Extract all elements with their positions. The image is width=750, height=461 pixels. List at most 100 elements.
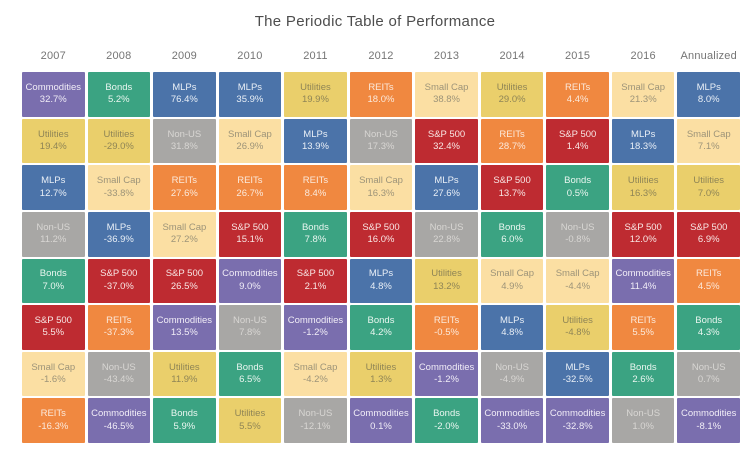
cell-asset-label: Non-US [36, 221, 71, 233]
cell-asset-label: S&P 500 [231, 221, 269, 233]
cell-return-value: 5.5% [632, 327, 654, 339]
cell-return-value: 2.1% [304, 280, 327, 292]
cell-return-value: 9.0% [239, 280, 261, 292]
cell-return-value: 4.2% [370, 327, 392, 339]
performance-cell: Bonds 6.5% [218, 351, 282, 397]
performance-cell: Utilities 19.9% [284, 72, 347, 117]
performance-cell: Small Cap 38.8% [415, 72, 478, 117]
column-header: 2007 [40, 50, 66, 62]
column-header: 2008 [106, 50, 132, 62]
cell-return-value: 15.1% [236, 234, 264, 246]
cell-asset-label: Bonds [170, 408, 198, 420]
performance-cell: MLPs 4.8% [480, 305, 544, 350]
cell-asset-label: Small Cap [555, 268, 600, 280]
performance-cell: S&P 500 16.0% [349, 211, 413, 257]
cell-return-value: 2.6% [632, 374, 654, 386]
cell-asset-label: Commodities [418, 361, 475, 373]
performance-cell: Small Cap 16.3% [349, 165, 413, 210]
performance-cell: Commodities 32.7% [22, 72, 85, 117]
cell-return-value: 4.9% [501, 280, 523, 292]
performance-cell: MLPs 12.7% [22, 165, 85, 210]
performance-cell: Utilities 7.0% [677, 165, 740, 210]
cell-asset-label: REITs [499, 128, 525, 140]
performance-cell: Commodities -32.8% [546, 398, 609, 443]
cell-asset-label: S&P 500 [100, 268, 138, 280]
cell-asset-label: Small Cap [359, 175, 403, 187]
cell-asset-label: Commodities [25, 81, 81, 93]
performance-cell: MLPs 27.6% [415, 165, 478, 210]
cell-asset-label: Utilities [37, 128, 69, 140]
performance-cell: Small Cap 7.1% [677, 118, 740, 164]
cell-asset-label: Small Cap [293, 361, 338, 373]
performance-cell: REITs -16.3% [22, 398, 85, 443]
cell-asset-label: REITs [237, 175, 263, 187]
cell-asset-label: MLPs [303, 128, 328, 140]
cell-return-value: 1.4% [566, 140, 589, 152]
cell-return-value: 26.5% [170, 280, 198, 292]
performance-cell: MLPs -32.5% [546, 351, 609, 397]
performance-cell: Commodities 9.0% [218, 258, 282, 304]
column-header: 2015 [564, 50, 591, 62]
cell-asset-label: MLPs [172, 81, 197, 93]
performance-cell: Non-US -0.8% [546, 211, 609, 257]
performance-cell: MLPs 35.9% [218, 72, 282, 117]
performance-cell: Commodities -1.2% [415, 351, 478, 397]
cell-return-value: 35.9% [236, 94, 264, 106]
cell-asset-label: Bonds [695, 315, 723, 327]
cell-return-value: 21.3% [629, 94, 657, 106]
cell-asset-label: Small Cap [227, 128, 272, 140]
cell-return-value: 6.0% [501, 234, 523, 246]
cell-asset-label: Utilities [496, 81, 528, 93]
performance-cell: Non-US -43.4% [87, 351, 151, 397]
cell-asset-label: Utilities [562, 315, 593, 327]
cell-return-value: -4.8% [565, 327, 591, 339]
performance-cell: Commodities 0.1% [349, 398, 413, 443]
cell-return-value: -43.4% [103, 374, 134, 386]
cell-return-value: 5.5% [42, 327, 65, 339]
performance-cell: Small Cap 4.9% [480, 258, 544, 304]
cell-asset-label: Non-US [298, 408, 333, 420]
cell-return-value: 6.9% [697, 234, 720, 246]
performance-cell: Bonds -2.0% [415, 398, 478, 443]
performance-cell: S&P 500 26.5% [153, 258, 216, 304]
cell-return-value: 26.9% [236, 140, 264, 152]
cell-return-value: 5.9% [173, 420, 196, 432]
cell-asset-label: Non-US [560, 221, 595, 233]
cell-return-value: -46.5% [103, 420, 134, 432]
cell-return-value: 16.3% [367, 187, 395, 199]
cell-asset-label: Commodities [681, 408, 737, 420]
cell-asset-label: Bonds [301, 221, 329, 233]
cell-asset-label: REITs [630, 315, 656, 327]
performance-cell: REITs 4.4% [546, 72, 609, 117]
performance-cell: S&P 500 12.0% [611, 211, 675, 257]
performance-cell: Bonds 2.6% [611, 351, 675, 397]
cell-return-value: 16.0% [367, 234, 395, 246]
cell-return-value: 13.7% [498, 187, 526, 199]
cell-return-value: -2.0% [434, 420, 459, 432]
cell-asset-label: S&P 500 [493, 175, 531, 187]
cell-asset-label: Small Cap [31, 361, 76, 373]
cell-return-value: 28.7% [498, 140, 526, 152]
cell-return-value: 17.3% [367, 140, 395, 152]
cell-return-value: -4.4% [565, 280, 591, 292]
cell-return-value: -0.5% [434, 327, 459, 339]
performance-cell: S&P 500 32.4% [415, 118, 478, 164]
cell-return-value: -29.0% [103, 140, 134, 152]
cell-return-value: -16.3% [38, 420, 69, 432]
cell-return-value: -37.3% [103, 327, 134, 339]
performance-cell: REITs 27.6% [153, 165, 216, 210]
performance-cell: S&P 500 13.7% [480, 165, 544, 210]
cell-return-value: -33.8% [103, 187, 134, 199]
performance-cell: Bonds 5.2% [87, 72, 151, 117]
cell-return-value: -8.1% [696, 420, 722, 432]
cell-return-value: -1.6% [40, 374, 66, 386]
cell-return-value: 1.0% [632, 420, 654, 432]
performance-cell: Commodities 11.4% [611, 258, 675, 304]
cell-asset-label: MLPs [499, 315, 525, 327]
performance-cell: Small Cap -4.4% [546, 258, 609, 304]
cell-asset-label: Commodities [91, 408, 147, 420]
cell-asset-label: Bonds [39, 268, 67, 280]
cell-return-value: 7.8% [304, 234, 327, 246]
performance-cell: REITs -37.3% [87, 305, 151, 350]
performance-cell: S&P 500 15.1% [218, 211, 282, 257]
